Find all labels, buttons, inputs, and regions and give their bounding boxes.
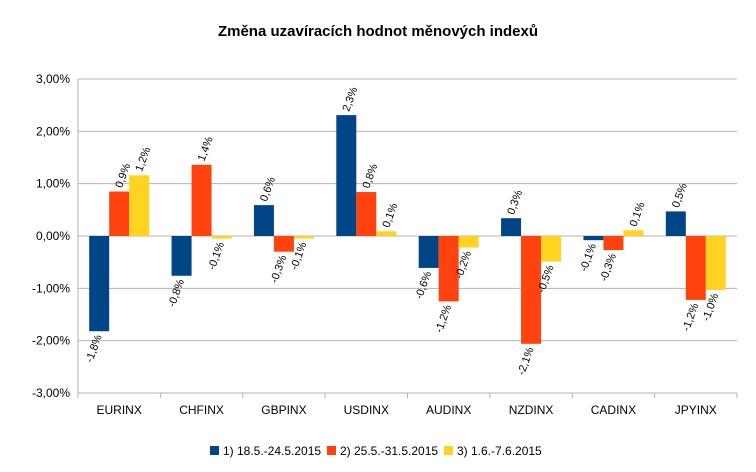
data-label: 2,3% (341, 85, 361, 113)
bar (129, 175, 150, 236)
bar (501, 218, 522, 236)
data-label: 0,1% (628, 200, 648, 228)
bar (603, 236, 624, 251)
data-label: -1,8% (84, 333, 105, 364)
legend-swatch (327, 446, 336, 455)
bar (458, 236, 479, 248)
data-label: 1,2% (133, 145, 153, 173)
bar (89, 236, 110, 332)
legend: 1) 18.5.-24.5.2015 2) 25.5.-31.5.2015 3) 1… (210, 444, 542, 458)
x-tick-label: CHFINX (179, 403, 224, 417)
legend-entry: 2) 25.5.-31.5.2015 (340, 444, 438, 458)
data-label: -0,1% (206, 240, 227, 271)
bar (273, 236, 294, 252)
bar (253, 205, 274, 236)
data-label: -0,3% (268, 253, 289, 284)
data-label: 0,5% (670, 182, 690, 210)
bars-layer (89, 115, 726, 344)
chart-title: Změna uzavíracích hodnot měnových indexů (218, 23, 538, 40)
data-label: 0,1% (381, 201, 401, 229)
bar (356, 192, 377, 236)
bar (685, 236, 706, 300)
legend-swatch (210, 446, 219, 455)
y-tick-label: -1,00% (32, 281, 70, 295)
y-tick-label: 0,00% (36, 229, 70, 243)
x-tick-label: USDINX (344, 403, 389, 417)
x-tick-label: CADINX (591, 403, 636, 417)
data-label: 0,6% (258, 175, 278, 203)
x-tick-label: JPYINX (675, 403, 717, 417)
x-tick-label: NZDINX (509, 403, 554, 417)
data-label: 1,4% (196, 135, 216, 163)
data-label: -0,6% (413, 270, 434, 301)
bar (665, 211, 686, 236)
bar (376, 231, 397, 236)
x-tick-label: AUDINX (426, 403, 471, 417)
bar (521, 236, 542, 344)
x-tick-label: GBPINX (261, 403, 306, 417)
bar (418, 236, 439, 268)
y-tick-label: -2,00% (32, 334, 70, 348)
data-label: -1,2% (433, 303, 454, 334)
data-label: -2,1% (516, 346, 537, 377)
legend-entry: 3) 1.6.-7.6.2015 (457, 444, 542, 458)
legend-entry: 1) 18.5.-24.5.2015 (223, 444, 321, 458)
data-label: -1,2% (680, 302, 701, 333)
bar (705, 236, 726, 290)
bar (211, 236, 232, 239)
legend-swatch (444, 446, 453, 455)
data-label: -0,8% (166, 277, 187, 308)
bar (171, 236, 192, 276)
bar (541, 236, 562, 262)
bar (583, 236, 604, 241)
data-label: 0,8% (361, 162, 381, 190)
data-label: -0,1% (578, 242, 599, 273)
y-tick-label: 2,00% (36, 124, 70, 138)
bar (109, 191, 130, 236)
bar (191, 164, 212, 236)
bar (293, 236, 314, 239)
y-tick-label: 1,00% (36, 177, 70, 191)
y-tick-label: 3,00% (36, 72, 70, 86)
bar (438, 236, 459, 302)
y-tick-label: -3,00% (32, 386, 70, 400)
data-label: -0,3% (598, 252, 619, 283)
bar (336, 115, 357, 236)
data-label: 0,3% (505, 188, 525, 216)
axis-layer: 3,00% 2,00% 1,00% 0,00% -1,00% -2,00% -3,00% EU… (32, 72, 738, 417)
x-tick-label: EURINX (97, 403, 142, 417)
bar (623, 230, 644, 236)
